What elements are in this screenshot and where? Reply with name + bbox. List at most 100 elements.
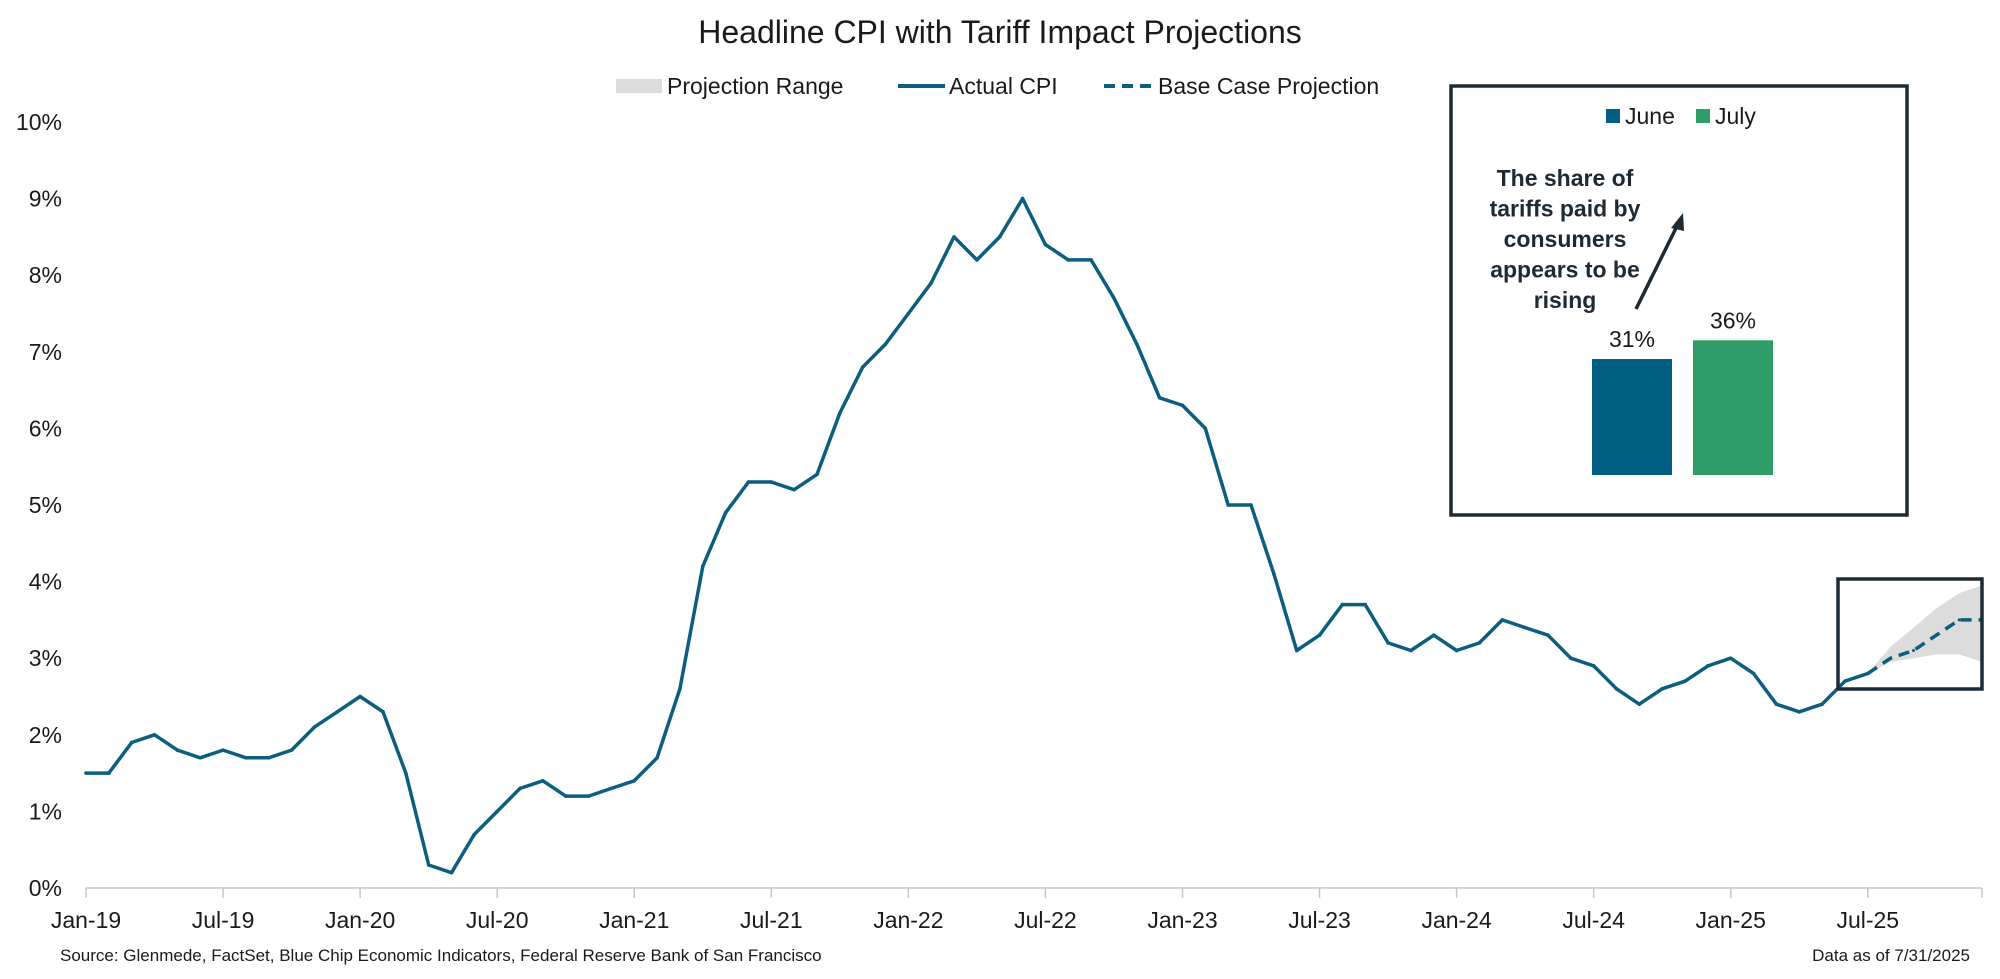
actual-cpi-point — [1157, 395, 1162, 400]
y-tick-label: 8% — [29, 262, 62, 288]
actual-cpi-point — [495, 809, 499, 814]
actual-cpi-point — [84, 771, 88, 775]
actual-cpi-point — [289, 748, 294, 752]
projection-point — [1911, 649, 1915, 653]
actual-cpi-point — [678, 687, 682, 691]
projection-point — [1957, 618, 1961, 622]
source-note: Source: Glenmede, FactSet, Blue Chip Eco… — [60, 946, 822, 965]
actual-cpi-point — [518, 786, 522, 791]
actual-cpi-point — [129, 740, 134, 745]
actual-cpi-point — [1180, 403, 1185, 408]
x-tick-label: Jan-23 — [1147, 907, 1217, 933]
x-tick-label: Jul-19 — [192, 907, 255, 933]
inset-bar-june — [1592, 359, 1672, 475]
actual-cpi-point — [883, 342, 888, 346]
actual-cpi-point — [1089, 258, 1093, 262]
actual-cpi-point — [746, 480, 751, 484]
x-tick-label: Jan-21 — [599, 907, 669, 933]
y-tick-label: 9% — [29, 186, 62, 212]
inset-arrowhead — [1671, 213, 1684, 231]
inset-legend-swatch-july — [1696, 109, 1710, 123]
actual-cpi-point — [815, 472, 819, 477]
actual-cpi-point — [769, 480, 774, 484]
inset-legend-swatch-june — [1606, 109, 1620, 123]
actual-cpi-point — [1431, 633, 1436, 638]
actual-cpi-point — [975, 258, 979, 262]
actual-cpi-point — [563, 794, 568, 798]
x-tick-label: Jul-22 — [1014, 907, 1077, 933]
inset-legend-label-july: July — [1715, 103, 1756, 129]
x-tick-label: Jul-23 — [1288, 907, 1351, 933]
actual-cpi-point — [1294, 648, 1299, 653]
actual-cpi-point — [632, 778, 637, 783]
actual-cpi-point — [1523, 625, 1527, 630]
inset-annotation-arrow — [1634, 221, 1681, 310]
actual-cpi-point — [1386, 641, 1390, 645]
actual-cpi-point — [266, 755, 271, 760]
actual-cpi-point — [1020, 196, 1025, 201]
actual-cpi-point — [107, 771, 111, 775]
legend-swatch-projection-range — [616, 79, 662, 93]
inset-panel: June July 31% 36% The share of tariffs pai… — [1449, 84, 1909, 517]
inset-bar-label: 36% — [1710, 307, 1756, 333]
actual-cpi-point — [723, 510, 728, 515]
y-tick-label: 5% — [29, 492, 62, 518]
actual-cpi-point — [1043, 242, 1048, 247]
x-tick-label: Jan-25 — [1696, 907, 1766, 933]
actual-cpi-point — [655, 755, 659, 760]
actual-cpi-point — [1454, 648, 1459, 653]
x-axis: Jan-19 Jul-19 Jan-20 Jul-20 Jan-21 Jul-21 Jan-… — [51, 888, 1983, 933]
actual-cpi-point — [1340, 602, 1345, 607]
actual-cpi-point — [1066, 258, 1071, 262]
actual-cpi-point — [312, 725, 317, 729]
data-as-of-note: Data as of 7/31/2025 — [1812, 946, 1970, 965]
y-tick-label: 1% — [29, 798, 62, 824]
actual-cpi-point — [1272, 572, 1276, 576]
chart-title: Headline CPI with Tariff Impact Projecti… — [698, 14, 1302, 50]
actual-cpi-point — [1249, 503, 1253, 507]
inset-annotation: The share of tariffs paid by consumers appe… — [1490, 165, 1641, 313]
inset-border — [1449, 84, 1909, 517]
actual-cpi-point — [609, 786, 614, 791]
actual-cpi-point — [541, 778, 545, 783]
x-tick-label: Jul-25 — [1836, 907, 1899, 933]
actual-cpi-point — [335, 710, 340, 714]
y-tick-label: 6% — [29, 415, 62, 441]
actual-cpi-point — [838, 411, 842, 415]
actual-cpi-point — [1660, 687, 1664, 691]
y-tick-label: 3% — [29, 645, 62, 671]
y-tick-label: 4% — [29, 569, 62, 595]
actual-cpi-point — [221, 748, 225, 752]
actual-cpi-point — [1569, 656, 1573, 660]
actual-cpi-point — [1226, 503, 1230, 507]
actual-cpi-point — [152, 733, 157, 737]
y-axis: 0% 1% 2% 3% 4% 5% 6% 7% 8% 9% 10% — [16, 109, 62, 901]
actual-cpi-point — [1728, 656, 1733, 660]
legend-label-actual-cpi: Actual CPI — [949, 73, 1058, 99]
main-legend: Projection Range Actual CPI Base Case Pr… — [616, 73, 1379, 99]
actual-cpi-points — [84, 196, 1870, 875]
actual-cpi-point — [1797, 710, 1802, 714]
actual-cpi-point — [1203, 426, 1208, 431]
x-tick-label: Jan-24 — [1421, 907, 1492, 933]
projection-highlight-box — [1836, 577, 1984, 691]
inset-legend-label-june: June — [1625, 103, 1675, 129]
inset-bar-july — [1693, 340, 1773, 475]
inset-bar-label: 31% — [1609, 326, 1655, 352]
actual-cpi-point — [1774, 702, 1779, 706]
x-tick-label: Jan-19 — [51, 907, 121, 933]
actual-cpi-point — [1112, 296, 1116, 300]
actual-cpi-point — [244, 755, 248, 760]
actual-cpi-point — [1546, 633, 1550, 638]
legend-label-projection-range: Projection Range — [667, 73, 843, 99]
actual-cpi-point — [792, 487, 796, 492]
actual-cpi-point — [198, 755, 203, 760]
actual-cpi-point — [700, 564, 705, 569]
x-tick-label: Jul-21 — [740, 907, 803, 933]
actual-cpi-point — [1363, 602, 1368, 607]
actual-cpi-point — [1683, 679, 1687, 683]
projection-point — [1934, 633, 1938, 637]
actual-cpi-point — [449, 870, 454, 875]
actual-cpi-point — [997, 235, 1002, 239]
x-tick-label: Jan-22 — [873, 907, 943, 933]
